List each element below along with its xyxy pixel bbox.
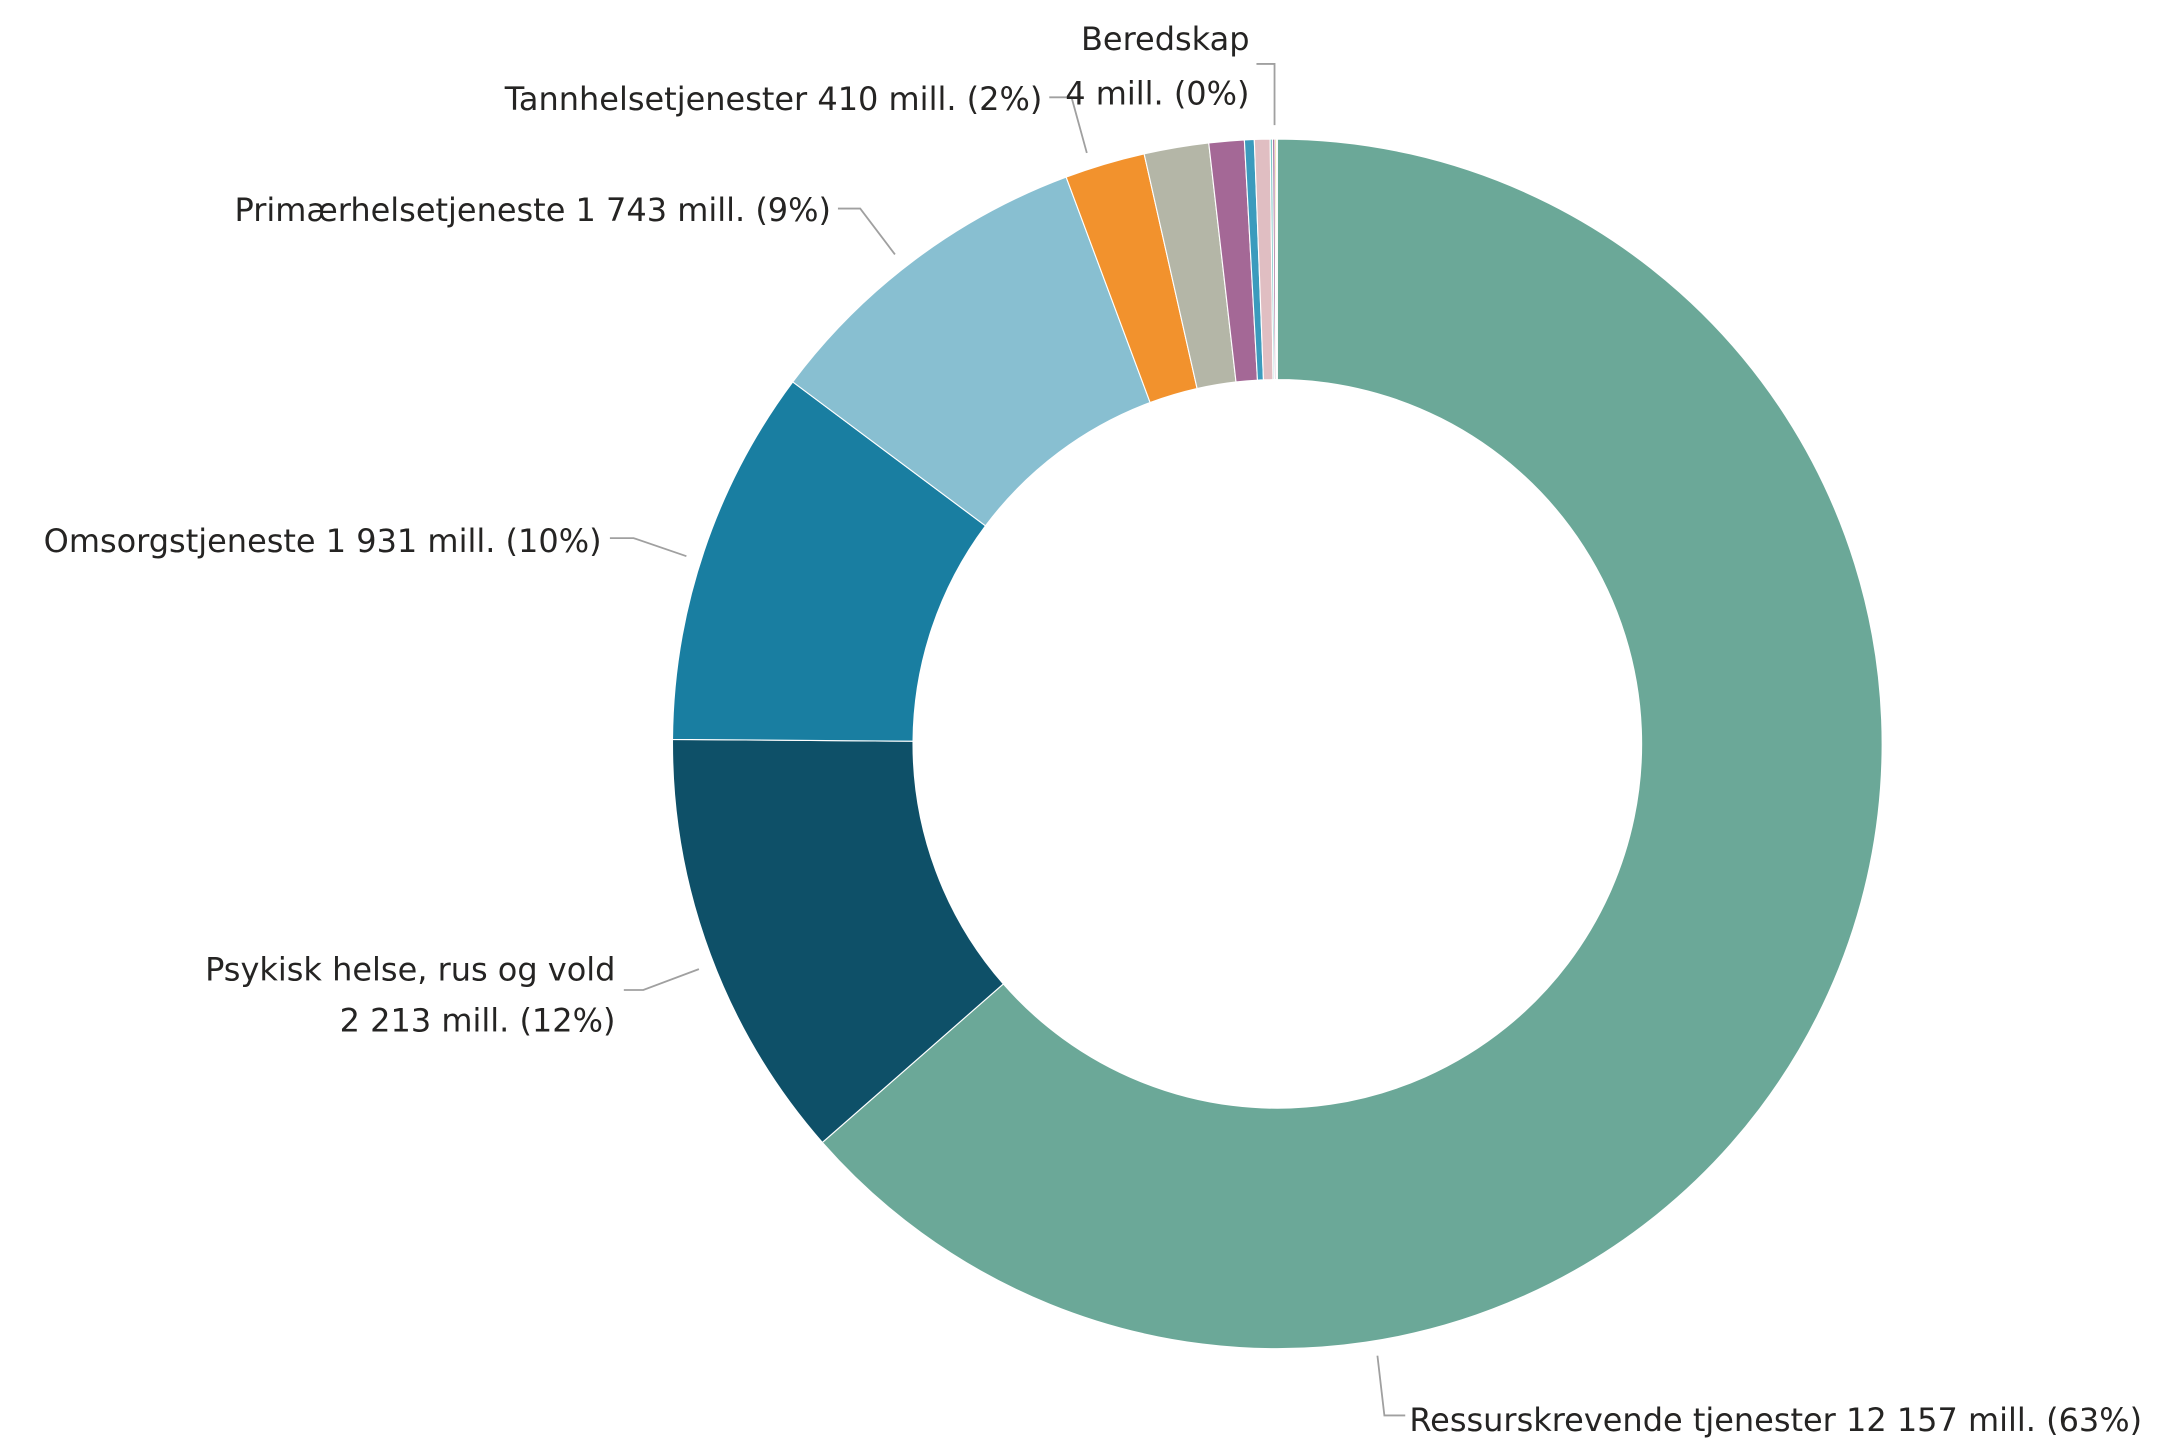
slice-ressurskrevende-tjenester[interactable] [821,138,1883,1350]
label-psykisk-name: Psykisk helse, rus og vold [205,950,615,988]
label-psykisk-value: 2 213 mill. (12%) [340,1002,616,1040]
label-omsorg: Omsorgstjeneste 1 931 mill. (10%) [44,522,602,560]
leader-omsorg [609,537,687,558]
slice-beredskap[interactable] [1275,138,1278,381]
leader-psykisk [623,968,700,991]
leader-primaer [837,207,896,255]
label-primaer: Primærhelsetjeneste 1 743 mill. (9%) [235,191,831,229]
leader-lines [609,63,1406,1417]
label-beredskap-name: Beredskap [1081,20,1250,58]
slice-psykisk-helse-rus-og-vold[interactable] [671,738,1005,1144]
label-beredskap-value: 4 mill. (0%) [1065,74,1249,112]
data-labels: Ressurskrevende tjenester 12 157 mill. (… [44,20,2142,1439]
label-ressurs: Ressurskrevende tjenester 12 157 mill. (… [1409,1401,2142,1439]
leader-tann [1049,96,1088,154]
label-tann: Tannhelsetjenester 410 mill. (2%) [504,80,1043,118]
leader-beredskap [1256,63,1276,126]
slices [671,138,1883,1350]
leader-ressurs [1376,1355,1406,1417]
